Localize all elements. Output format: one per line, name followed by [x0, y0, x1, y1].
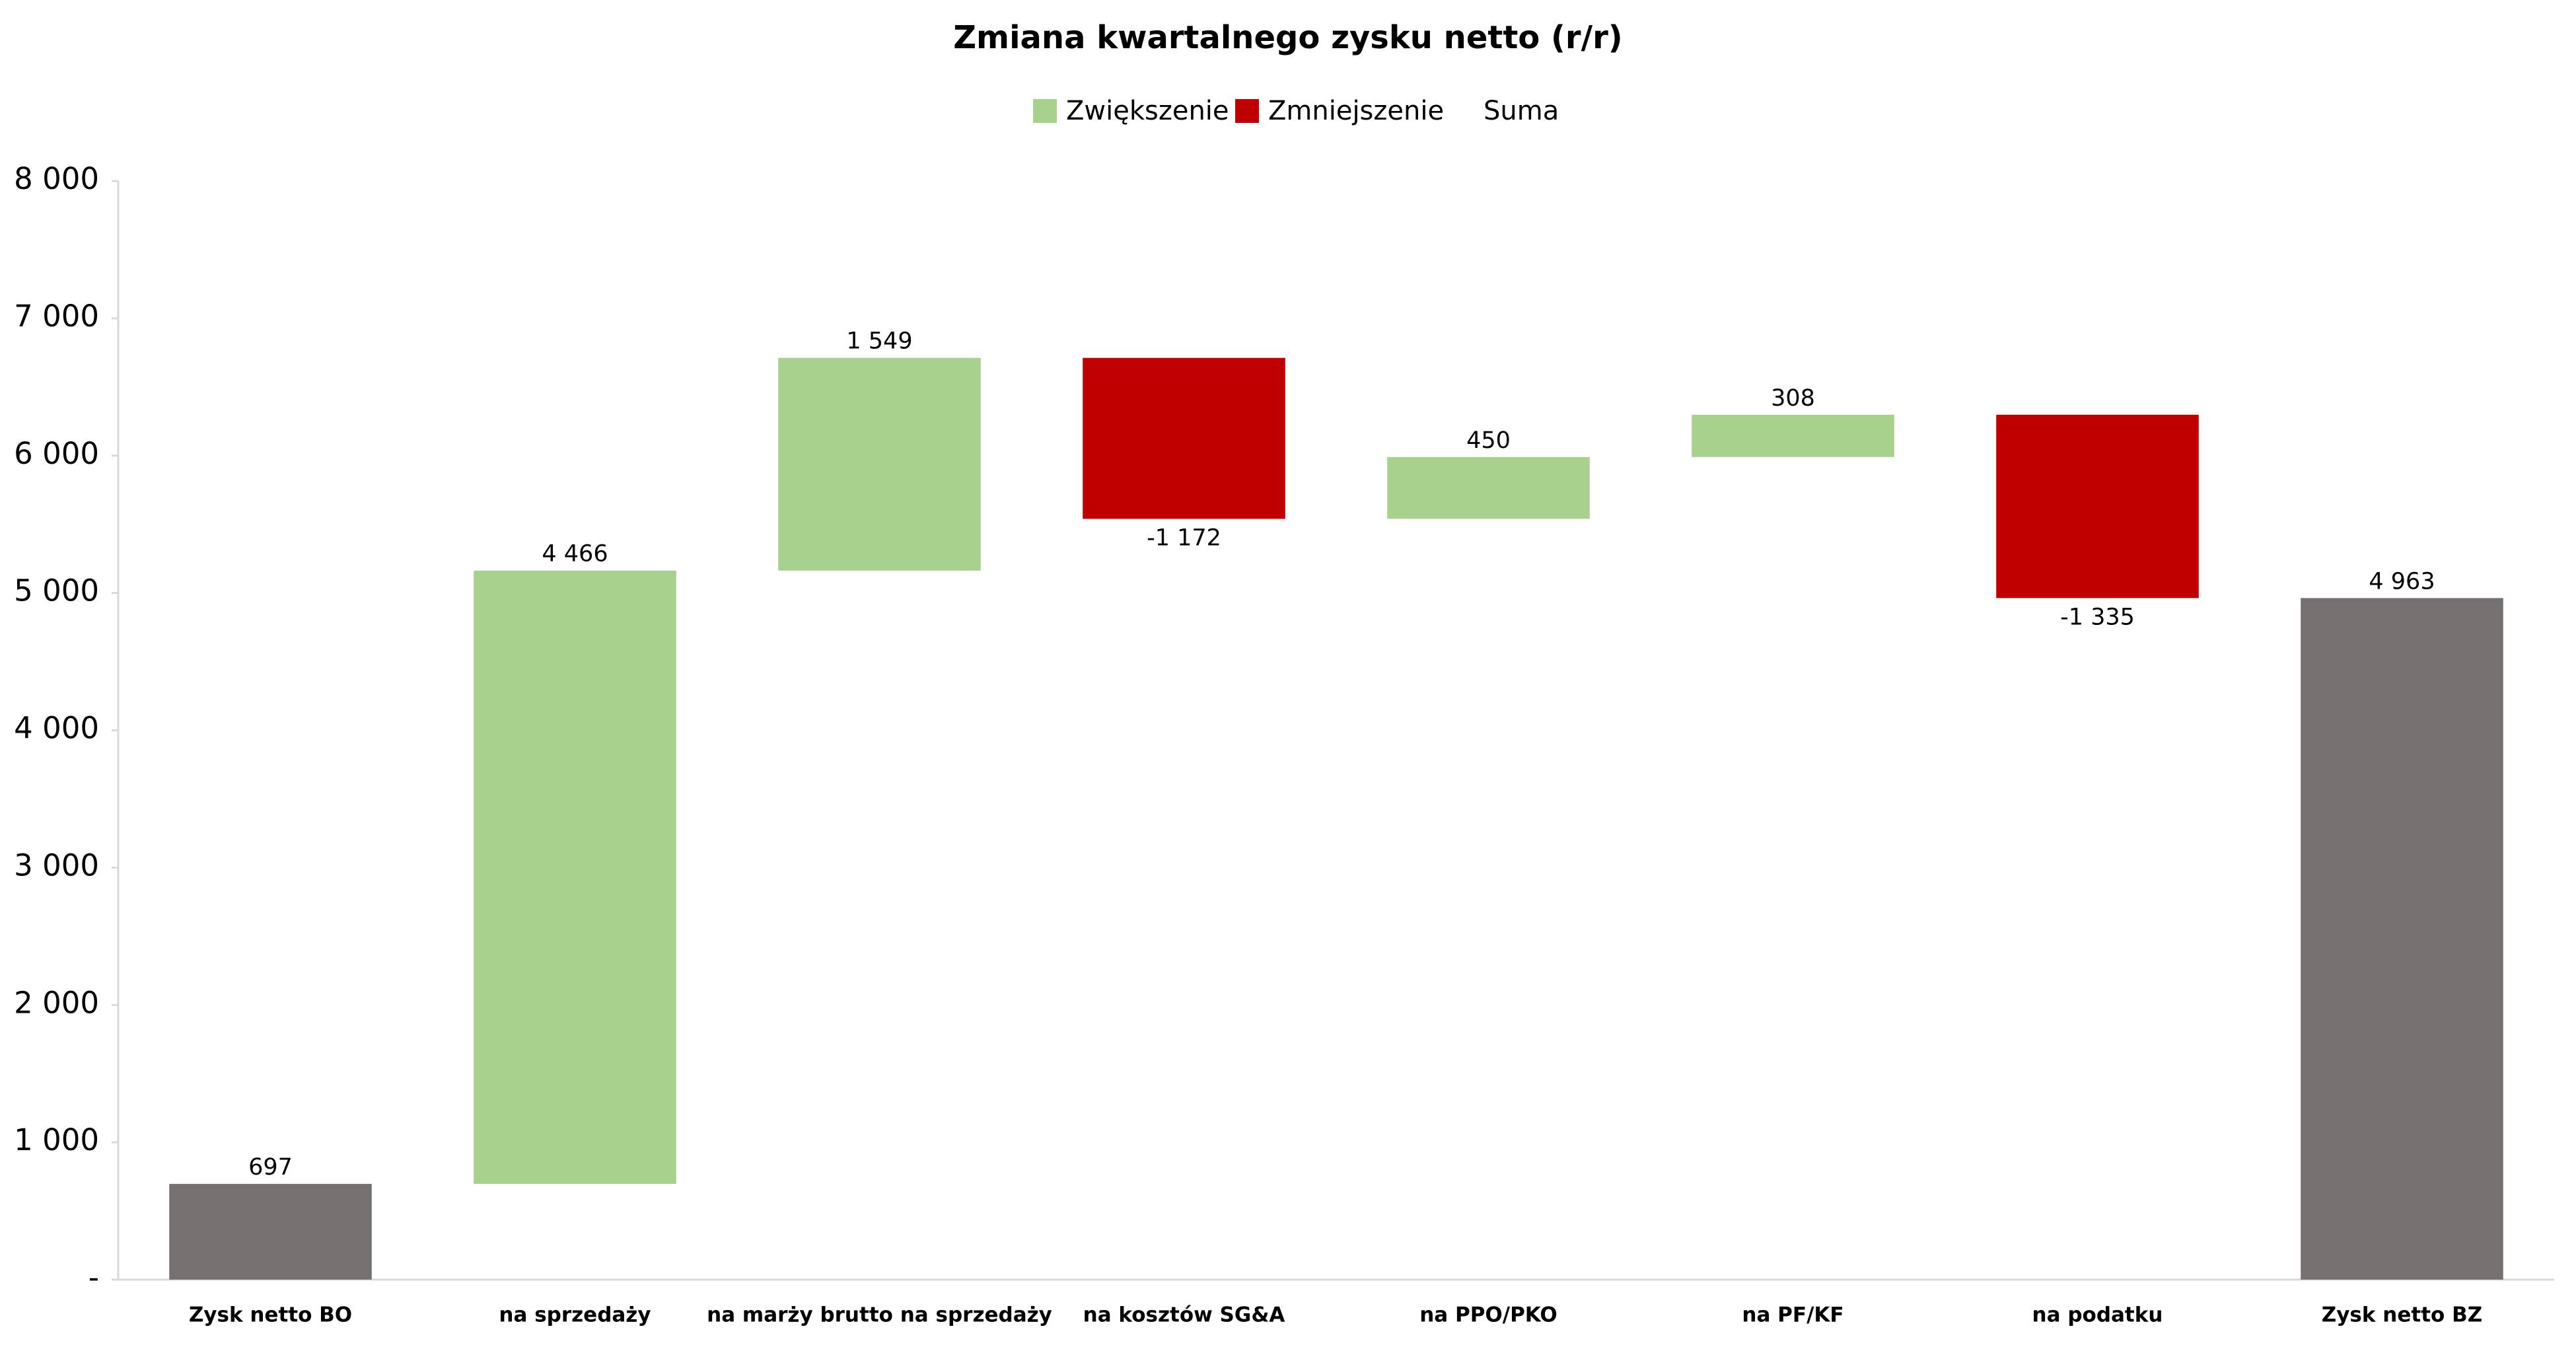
legend-swatch: [1235, 99, 1259, 123]
x-tick-label: na PPO/PKO: [1419, 1303, 1557, 1327]
legend-label: Zwiększenie: [1066, 96, 1229, 126]
legend-swatch: [1033, 99, 1057, 123]
value-label: 308: [1771, 385, 1815, 412]
bar: [2301, 598, 2503, 1280]
x-tick-label: na PF/KF: [1742, 1303, 1843, 1327]
y-tick-label: 8 000: [14, 161, 99, 196]
x-tick-label: na podatku: [2032, 1303, 2163, 1327]
x-tick-label: na kosztów SG&A: [1083, 1303, 1285, 1327]
value-label: 1 549: [846, 328, 912, 355]
y-tick-label: 7 000: [14, 299, 99, 334]
value-label: 4 963: [2369, 568, 2435, 595]
x-tick-label: na sprzedaży: [499, 1303, 651, 1327]
y-tick-label: 2 000: [14, 985, 99, 1020]
y-tick-label: 4 000: [14, 711, 99, 746]
value-label: 4 466: [542, 541, 608, 567]
value-label: 697: [248, 1154, 293, 1181]
y-tick-label: 1 000: [14, 1122, 99, 1157]
y-tick-label: 6 000: [14, 436, 99, 471]
y-tick-label: -: [89, 1260, 99, 1295]
x-tick-label: Zysk netto BO: [189, 1303, 352, 1327]
legend-label: Zmniejszenie: [1268, 96, 1444, 126]
bar: [1083, 357, 1285, 519]
value-label: 450: [1466, 427, 1511, 454]
chart-title: Zmiana kwartalnego zysku netto (r/r): [953, 19, 1622, 56]
y-tick-label: 5 000: [14, 573, 99, 608]
bar: [778, 357, 981, 571]
x-tick-label: Zysk netto BZ: [2322, 1303, 2482, 1327]
x-tick-label: na marży brutto na sprzedaży: [707, 1303, 1052, 1327]
bar: [1996, 414, 2199, 599]
value-label: -1 335: [2060, 604, 2135, 630]
value-label: -1 172: [1147, 525, 1221, 551]
bar: [1387, 456, 1590, 519]
bar: [169, 1184, 372, 1280]
bar: [474, 570, 676, 1184]
y-tick-label: 3 000: [14, 848, 99, 883]
legend-label: Suma: [1484, 96, 1559, 126]
bar: [1692, 414, 1894, 457]
